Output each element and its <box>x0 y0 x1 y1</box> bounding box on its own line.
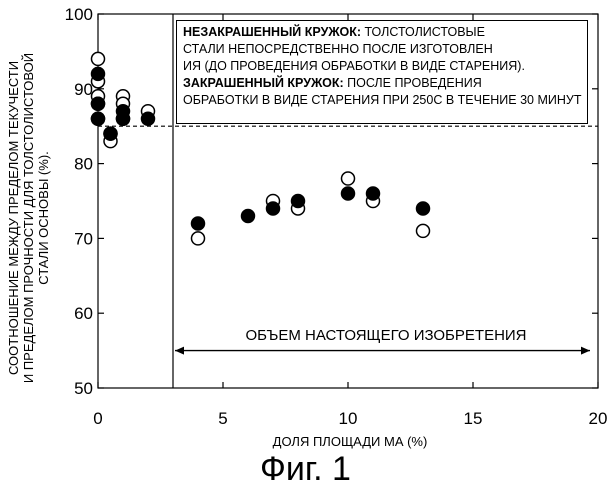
annotation-arrow-left-head <box>175 346 184 355</box>
data-point-filled <box>340 186 356 201</box>
x-tick-label: 0 <box>93 409 102 428</box>
data-point-open <box>340 171 356 186</box>
chart-svg: ДОЛЯ ПЛОЩАДИ МА (%) СООТНОШЕНИЕ МЕЖДУ ПР… <box>6 5 607 449</box>
data-point-filled <box>240 208 256 224</box>
y-axis-label-line-2: И ПРЕДЕЛОМ ПРОЧНОСТИ ДЛЯ ТОЛСТОЛИСТОВОЙ <box>21 53 36 383</box>
legend-filled-text-2: ОБРАБОТКИ В ВИДЕ СТАРЕНИЯ ПРИ 250С В ТЕЧ… <box>183 93 582 107</box>
x-axis-label: ДОЛЯ ПЛОЩАДИ МА (%) <box>273 434 428 449</box>
y-tick-label: 80 <box>74 155 93 174</box>
data-point-filled <box>90 66 106 82</box>
legend-line-4: ЗАКРАШЕННЫЙ КРУЖОК: ПОСЛЕ ПРОВЕДЕНИЯ <box>183 75 581 92</box>
legend-open-text-3: ИЯ (ДО ПРОВЕДЕНИЯ ОБРАБОТКИ В ВИДЕ СТАРЕ… <box>183 59 525 73</box>
x-tick-label: 5 <box>218 409 227 428</box>
x-tick-label: 20 <box>589 409 608 428</box>
legend-open-text-1: ТОЛСТОЛИСТОВЫЕ <box>361 25 485 39</box>
data-point-open <box>90 51 106 67</box>
data-point-filled <box>265 201 281 216</box>
data-point-filled <box>103 126 118 141</box>
data-point-filled <box>90 111 106 126</box>
data-point-open <box>190 231 206 246</box>
legend-filled-text-1: ПОСЛЕ ПРОВЕДЕНИЯ <box>343 76 482 90</box>
figure-caption: Фиг. 1 <box>260 450 351 488</box>
y-axis-label-line-1: СООТНОШЕНИЕ МЕЖДУ ПРЕДЕЛОМ ТЕКУЧЕСТИ <box>6 61 21 375</box>
y-tick-label: 60 <box>74 304 93 323</box>
data-point-open <box>415 223 431 239</box>
data-point-filled <box>290 193 306 209</box>
plot-area <box>97 13 599 389</box>
y-tick-label: 70 <box>74 229 93 248</box>
x-tick-label: 10 <box>339 409 358 428</box>
y-tick-label: 90 <box>74 80 93 99</box>
y-axis-label-line-3: СТАЛИ ОСНОВЫ (%). <box>36 151 51 285</box>
x-tick-label: 15 <box>464 409 483 428</box>
data-marks <box>90 51 431 246</box>
y-tick-label: 100 <box>65 5 93 24</box>
legend-box: НЕЗАКРАШЕННЫЙ КРУЖОК: ТОЛСТОЛИСТОВЫЕ СТА… <box>176 20 588 124</box>
legend-filled-label: ЗАКРАШЕННЫЙ КРУЖОК: <box>183 76 344 90</box>
chart-text: ДОЛЯ ПЛОЩАДИ МА (%) СООТНОШЕНИЕ МЕЖДУ ПР… <box>6 5 607 449</box>
data-point-filled <box>190 216 206 231</box>
legend-open-label: НЕЗАКРАШЕННЫЙ КРУЖОК: <box>183 25 361 39</box>
annotation-text: ОБЪЕМ НАСТОЯЩЕГО ИЗОБРЕТЕНИЯ <box>245 327 526 344</box>
y-tick-label: 50 <box>74 379 93 398</box>
data-point-filled <box>415 201 431 216</box>
data-point-filled <box>140 111 156 126</box>
data-point-filled <box>90 96 106 112</box>
legend-open-text-2: СТАЛИ НЕПОСРЕДСТВЕННО ПОСЛЕ ИЗГОТОВЛЕН <box>183 42 493 56</box>
data-point-filled <box>115 111 131 126</box>
legend-line-1: НЕЗАКРАШЕННЫЙ КРУЖОК: ТОЛСТОЛИСТОВЫЕ <box>183 24 581 41</box>
annotation-arrow-right-head <box>581 346 590 355</box>
data-point-filled <box>365 186 381 201</box>
